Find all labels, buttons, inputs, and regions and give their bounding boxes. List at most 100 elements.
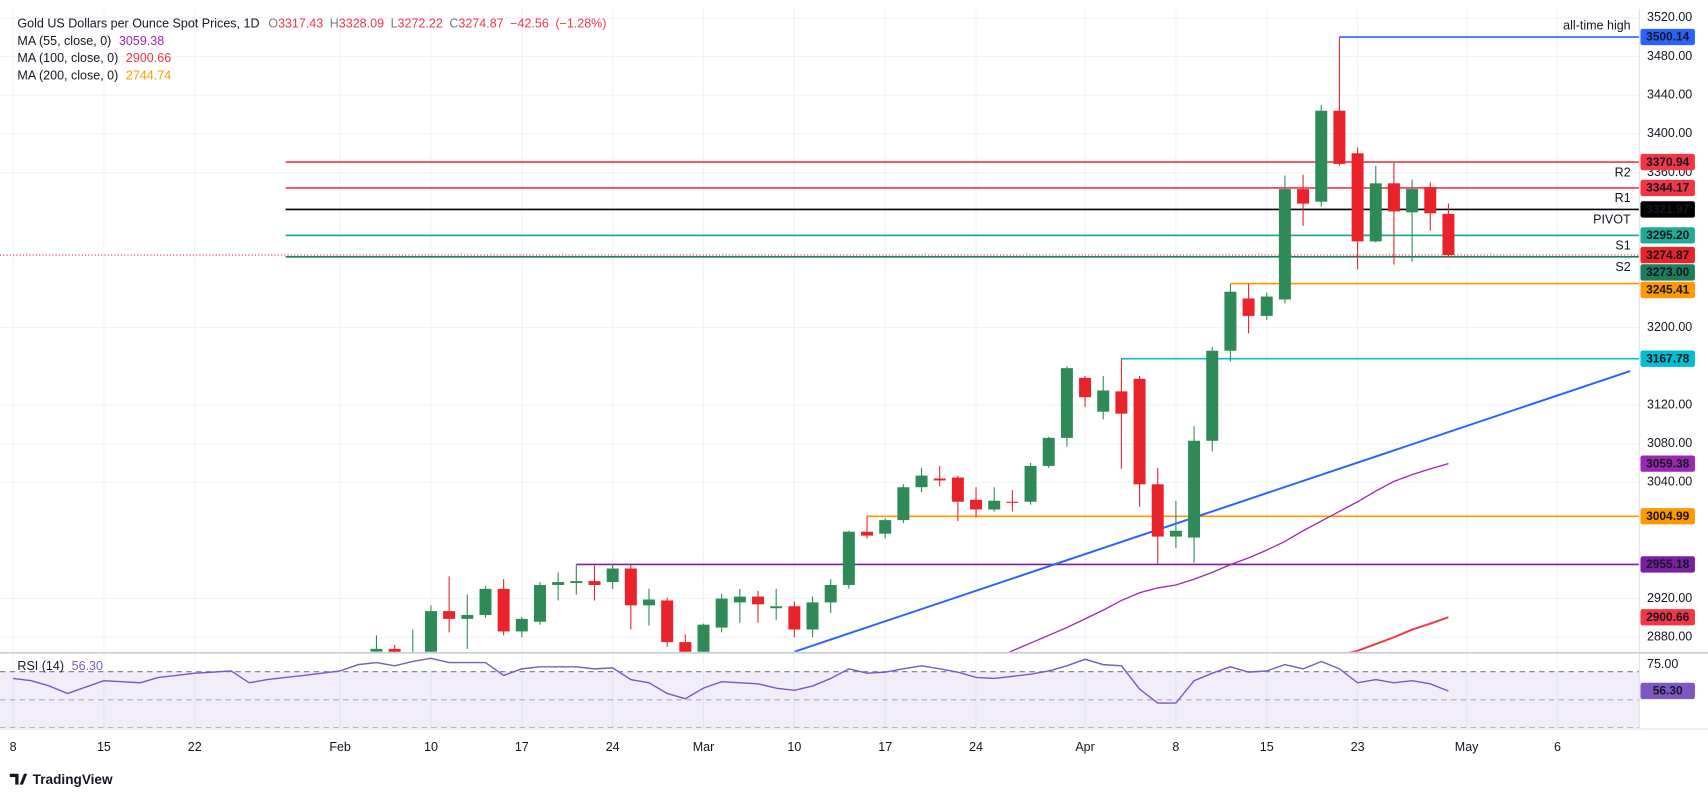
price-tag [1640, 556, 1695, 573]
candle-body [424, 611, 437, 652]
price-tag-label: 2955.18 [1646, 557, 1690, 571]
logo-icon [9, 773, 28, 785]
x-tick-label: 17 [878, 740, 892, 754]
x-tick-label: 15 [97, 740, 111, 754]
candle-body [443, 611, 456, 619]
candle-body [1387, 183, 1400, 212]
candle-body [606, 568, 619, 583]
candle-body [788, 606, 801, 630]
level-label: S2 [1615, 260, 1630, 274]
candle-body [1442, 213, 1455, 256]
candle-body [497, 588, 510, 632]
x-tick-label: 17 [515, 740, 529, 754]
price-tag-label: 3245.41 [1646, 283, 1690, 297]
x-tick-label: Mar [693, 740, 715, 754]
candle-body [479, 588, 492, 615]
ma-last: 2900.66 [126, 52, 171, 66]
x-tick-label: 24 [606, 740, 620, 754]
price-tag-label: 3274.87 [1646, 248, 1690, 262]
y-tick-label: 3040.00 [1647, 475, 1692, 489]
x-tick-label: 10 [424, 740, 438, 754]
ma-legend: MA (100, close, 0) 2900.66 [17, 52, 171, 66]
price-tag-label: 3004.99 [1646, 509, 1690, 523]
rsi-tick-label: 75.00 [1647, 657, 1678, 671]
candle-body [842, 531, 855, 585]
y-tick-label: 2920.00 [1647, 591, 1692, 605]
candle-body [679, 642, 692, 652]
ma-last: 2744.74 [126, 69, 171, 83]
header: Gold US Dollars per Ounce Spot Prices, 1… [17, 17, 606, 31]
candle-body [643, 599, 655, 606]
candle-body [970, 499, 983, 510]
price-tag [1640, 201, 1695, 218]
price-tag [1640, 455, 1695, 472]
candle-body [1151, 484, 1164, 537]
rsi-name: RSI (14) [17, 659, 64, 673]
candle-body [1079, 377, 1092, 398]
price-tags: 3500.14 3370.94 3344.17 3321.97 3295.20 3274.… [1640, 28, 1695, 700]
candle-body [752, 596, 765, 605]
candle-body [1042, 437, 1055, 466]
price-tag-label: 2900.66 [1646, 610, 1690, 624]
price-tag [1640, 508, 1695, 525]
y-tick-label: 3120.00 [1647, 397, 1692, 411]
rsi-pane [0, 657, 1640, 729]
ma-name: MA (55, close, 0) [17, 34, 111, 48]
price-pane: all-time high R2 R1 PIVOT S1 S2 [0, 18, 1640, 652]
level-label: R2 [1615, 165, 1631, 179]
y-tick-label: 3480.00 [1647, 49, 1692, 63]
candle-body [1333, 110, 1346, 164]
price-tag-label: 3500.14 [1646, 30, 1690, 44]
candle-body [1188, 440, 1201, 538]
price-tag [1640, 682, 1695, 700]
x-tick-label: 24 [969, 740, 983, 754]
candle-body [915, 475, 928, 488]
candle-body [1060, 368, 1073, 438]
price-tag-label: 3344.17 [1646, 181, 1690, 195]
candle-body [1006, 501, 1019, 503]
level-label: all-time high [1563, 18, 1631, 32]
candle-body [370, 648, 383, 652]
x-tick-label: May [1455, 740, 1479, 754]
ma-name: MA (100, close, 0) [17, 52, 118, 66]
x-tick-label: 6 [1554, 740, 1561, 754]
candle-body [1278, 189, 1291, 300]
x-tick-label: 8 [10, 740, 17, 754]
high-value: 3328.09 [339, 17, 384, 31]
ohlc-letter: O [268, 17, 278, 31]
price-tag [1640, 350, 1695, 367]
brand-logo: TradingView [9, 772, 113, 787]
trendline [794, 370, 1631, 652]
price-tag-label: 3167.78 [1646, 351, 1690, 365]
candle-body [1369, 183, 1382, 242]
ohlc-letter: C [449, 17, 458, 31]
price-tag-label: 3295.20 [1646, 228, 1690, 242]
close-value: 3274.87 [458, 17, 503, 31]
price-tag-label: 3273.00 [1646, 265, 1690, 279]
ma-name: MA (200, close, 0) [17, 69, 118, 83]
x-tick-label: 15 [1260, 740, 1274, 754]
price-tag [1640, 246, 1695, 264]
chart-title: Gold US Dollars per Ounce Spot Prices, 1… [17, 17, 259, 31]
candle-body [879, 520, 892, 534]
x-tick-label: 23 [1351, 740, 1365, 754]
rsi-legend: RSI (14) 56.30 [17, 659, 103, 673]
candle-body [1206, 350, 1219, 441]
candle-body [951, 477, 964, 502]
price-tag [1640, 179, 1695, 197]
ohlc-letter: L [391, 17, 398, 31]
x-tick-label: Apr [1075, 740, 1094, 754]
ma-line [1348, 616, 1449, 652]
level-label: R1 [1615, 191, 1631, 205]
x-tick-label: 10 [787, 740, 801, 754]
candle-body [897, 487, 910, 521]
candle-body [1115, 391, 1128, 414]
y-tick-label: 3520.00 [1647, 10, 1692, 24]
candle-body [733, 596, 746, 603]
candle-body [697, 624, 710, 652]
x-tick-label: 8 [1172, 740, 1179, 754]
candle-body [1351, 153, 1364, 242]
